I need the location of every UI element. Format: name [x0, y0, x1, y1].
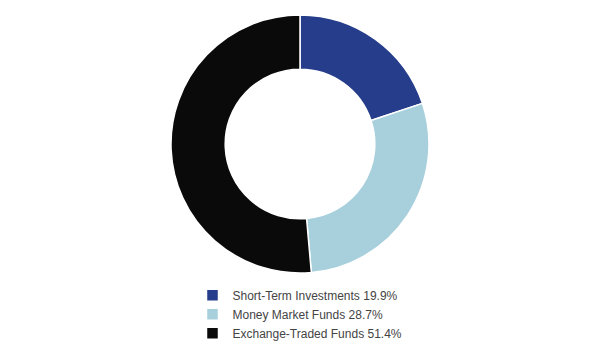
svg-text:Exchange-Traded Funds 51.4%: Exchange-Traded Funds 51.4%	[233, 327, 402, 341]
svg-text:Short-Term Investments 19.9%: Short-Term Investments 19.9%	[233, 289, 398, 303]
svg-text:Money Market Funds 28.7%: Money Market Funds 28.7%	[233, 308, 383, 322]
